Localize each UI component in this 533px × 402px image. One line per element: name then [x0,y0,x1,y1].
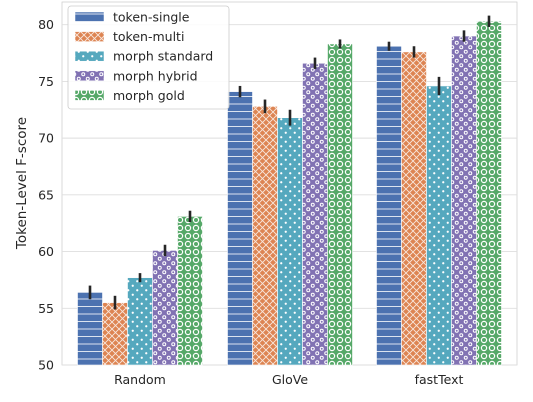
x-tick-label: fastText [415,372,464,387]
y-tick-label: 55 [38,301,54,316]
y-tick-label: 70 [38,131,54,146]
bars [77,20,502,366]
bar-morph-gold-glove [327,43,353,366]
bar-token-single-fasttext [376,45,402,366]
y-tick-label: 75 [38,74,54,89]
bar-morph-gold-random [177,216,203,366]
x-tick-label: Random [114,372,166,387]
y-tick-label: 80 [38,17,54,32]
legend: token-single token-multi morph standard mor… [67,5,230,110]
y-axis-ticks: 50 55 60 65 70 75 80 [38,17,54,372]
x-tick-label: GloVe [272,372,308,387]
bar-morph-hybrid-fasttext [451,35,477,366]
bar-token-multi-glove [252,106,278,366]
error-bars [88,15,491,310]
y-axis-label: Token-Level F-score [14,117,30,250]
legend-label: morph standard [113,49,213,64]
bar-morph-hybrid-random [152,250,178,366]
bar-morph-hybrid-glove [302,62,328,366]
legend-label: token-single [113,10,190,25]
legend-label: token-multi [113,29,184,44]
legend-swatch [74,11,105,23]
y-tick-label: 60 [38,244,54,259]
y-tick-label: 65 [38,187,54,202]
bar-token-multi-fasttext [401,51,427,366]
legend-label: morph hybrid [113,68,198,83]
bar-token-multi-random [102,302,128,366]
x-axis-ticks: Random GloVe fastText [114,372,463,387]
legend-swatch [74,50,105,62]
bar-morph-standard-random [127,277,153,366]
bar-morph-standard-glove [277,117,303,366]
legend-swatch [74,31,105,42]
legend-box [67,5,230,110]
bar-morph-standard-fasttext [426,85,452,366]
bar-token-single-glove [227,91,253,366]
legend-label: morph gold [113,88,185,103]
y-tick-label: 50 [38,358,54,373]
bar-token-single-random [77,292,103,366]
legend-swatch [74,70,105,82]
bar-morph-gold-fasttext [476,20,502,366]
legend-swatch [74,90,105,101]
